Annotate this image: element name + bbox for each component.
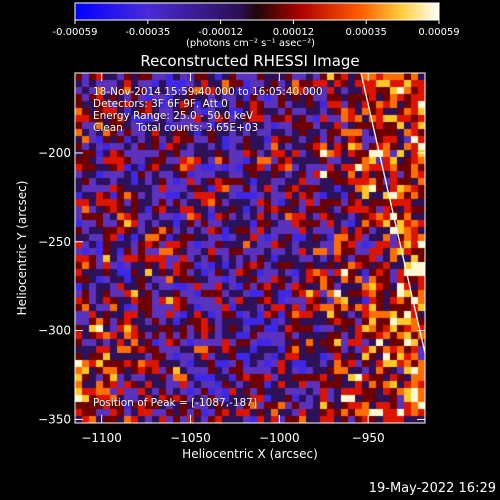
timestamp: 19-May-2022 16:29 [368, 481, 496, 496]
colorbar-tick-label: 0.00012 [273, 27, 314, 38]
x-tick-label: −1050 [170, 431, 211, 445]
colorbar-tick-label: -0.00035 [125, 27, 170, 38]
info-line-2: Detectors: 3F 6F 9F, Att 0 [93, 98, 228, 110]
colorbar-gradient [74, 2, 440, 21]
colorbar-unit-label: (photons cm⁻² s⁻¹ asec⁻²) [186, 38, 316, 49]
colorbar-tick-label: 0.00059 [418, 27, 459, 38]
info-line-4: Clean Total counts: 3.65E+03 [93, 122, 259, 134]
x-axis-label: Heliocentric X (arcsec) [182, 447, 318, 461]
x-tick-label: −950 [352, 431, 385, 445]
limb-line [360, 73, 425, 354]
y-tick-label: −250 [38, 235, 71, 249]
y-axis-label: Heliocentric Y (arcsec) [15, 181, 29, 316]
peak-position-label: Position of Peak = [-1087,-187] [93, 397, 257, 409]
colorbar-tick-label: 0.00035 [346, 27, 387, 38]
colorbar-tick-label: -0.00059 [53, 27, 98, 38]
y-tick-label: −350 [38, 412, 71, 426]
heatmap-image [75, 73, 425, 423]
y-tick-label: −300 [38, 324, 71, 338]
plot-border [74, 72, 426, 424]
x-tick-label: −1000 [259, 431, 300, 445]
info-line-1: 18-Nov-2014 15:59:40.000 to 16:05:40.000 [93, 86, 323, 98]
y-tick-label: −200 [38, 146, 71, 160]
colorbar: -0.00059 -0.00035 -0.00012 0.00012 0.00035 0.… [53, 2, 460, 38]
plot-title: Reconstructed RHESSI Image [140, 52, 360, 70]
heatmap-plot: 18-Nov-2014 15:59:40.000 to 16:05:40.000… [75, 73, 425, 423]
info-line-3: Energy Range: 25.0 - 50.0 keV [93, 110, 254, 122]
x-tick-label: −1100 [81, 431, 122, 445]
colorbar-tick-label: -0.00012 [198, 27, 243, 38]
